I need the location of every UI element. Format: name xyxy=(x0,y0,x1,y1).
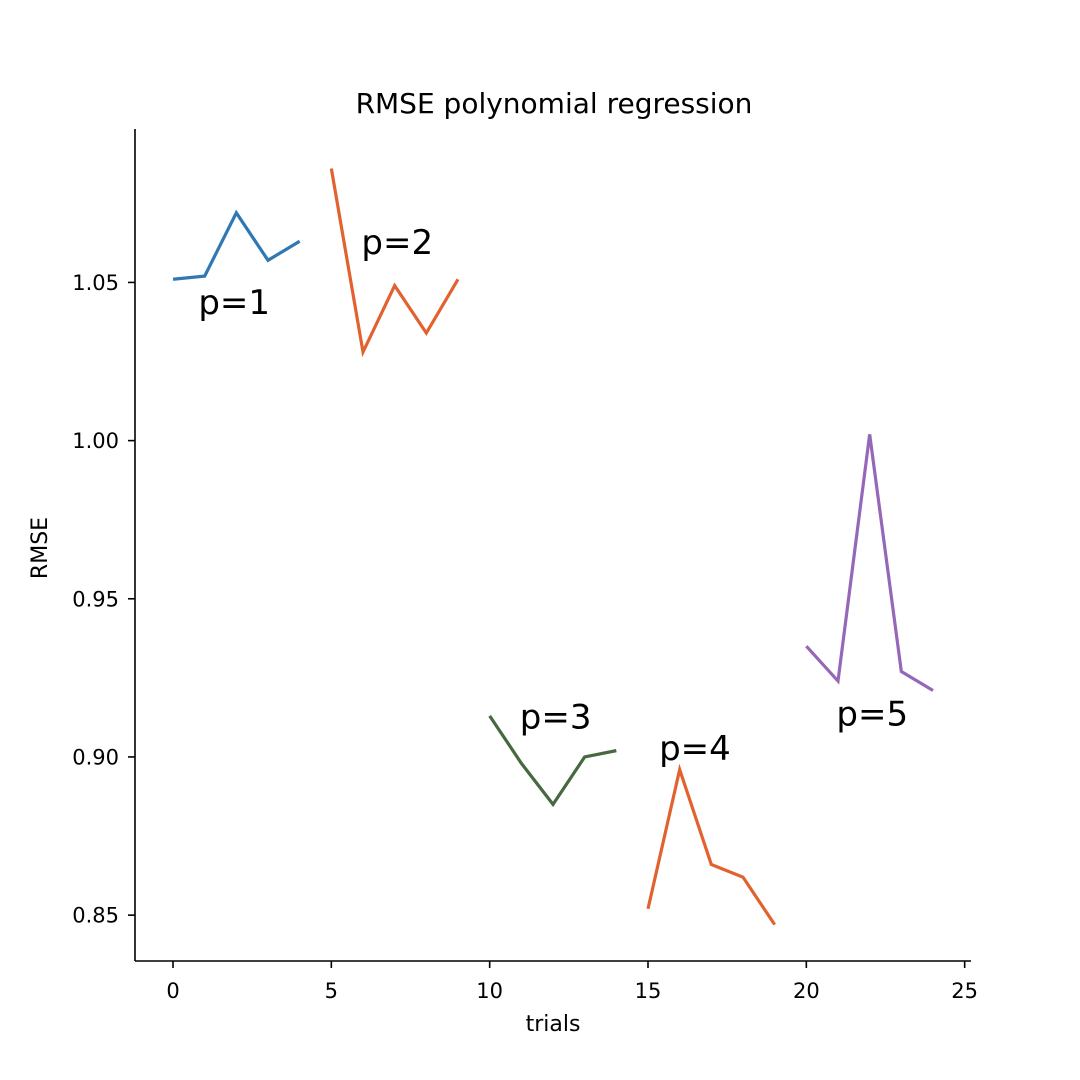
y-tick-label: 0.90 xyxy=(72,745,119,769)
y-tick-label: 0.85 xyxy=(72,904,119,928)
series-line-4 xyxy=(646,763,777,926)
y-axis-ticks: 0.85 0.90 0.95 1.00 1.05 xyxy=(72,271,135,928)
annotation-label: p=1 xyxy=(198,283,270,323)
y-axis-label: RMSE xyxy=(28,517,53,579)
series-line-2 xyxy=(329,168,460,358)
y-tick-label: 0.95 xyxy=(72,587,119,611)
y-tick-label: 1.05 xyxy=(72,271,119,295)
annotation-label: p=4 xyxy=(659,729,731,769)
x-tick-label: 15 xyxy=(635,979,662,1003)
x-tick-label: 0 xyxy=(166,979,179,1003)
series-line-1 xyxy=(172,209,301,281)
x-tick-label: 20 xyxy=(793,979,820,1003)
chart-title: RMSE polynomial regression xyxy=(356,87,753,120)
annotation-label: p=2 xyxy=(361,223,433,263)
x-tick-label: 10 xyxy=(476,979,503,1003)
annotation-label: p=5 xyxy=(836,694,908,734)
x-axis-label: trials xyxy=(526,1012,581,1037)
annotation-group: p=1 p=2 p=3 p=4 p=5 xyxy=(198,223,908,769)
x-tick-label: 25 xyxy=(951,979,978,1003)
series-line-3 xyxy=(488,714,617,808)
y-tick-label: 1.00 xyxy=(72,429,119,453)
series-line-5 xyxy=(805,434,934,692)
x-axis-ticks: 0 5 10 15 20 25 xyxy=(166,961,978,1003)
series-group xyxy=(172,168,934,926)
annotation-label: p=3 xyxy=(520,697,592,737)
x-tick-label: 5 xyxy=(325,979,338,1003)
plot-area: 0 5 10 15 20 25 0.850.900.951.001.05 p=1p=2p=… xyxy=(72,129,978,1003)
